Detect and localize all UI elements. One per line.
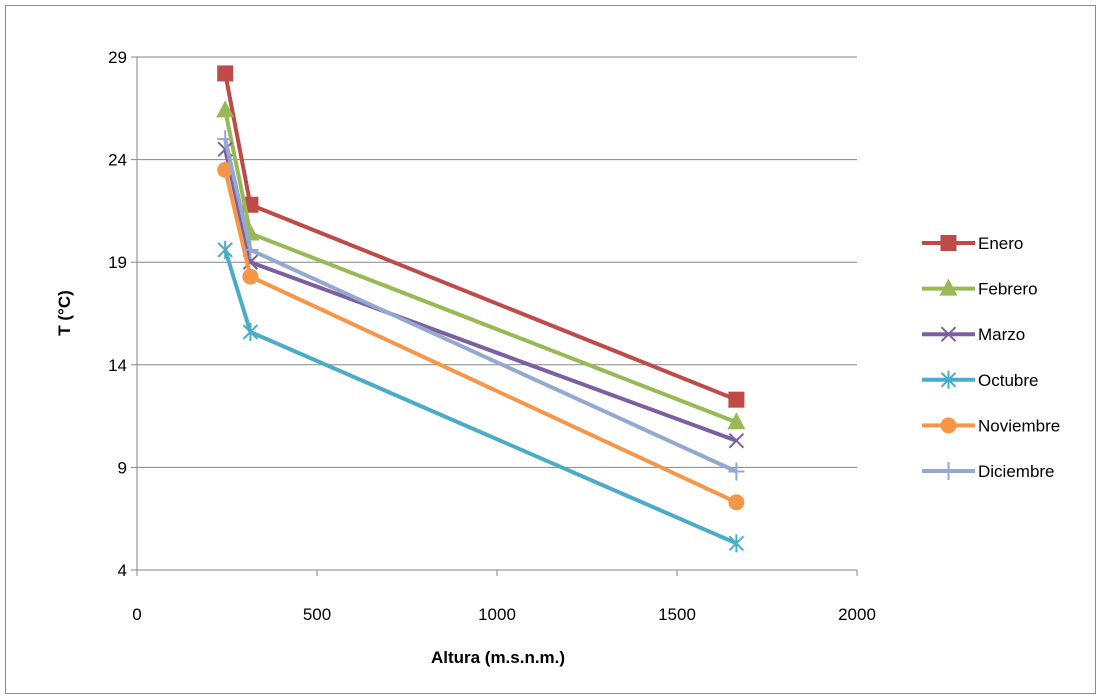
series-line	[223, 169, 738, 505]
data-point	[727, 412, 746, 430]
x-tick-label: 1500	[658, 605, 696, 624]
series-line	[223, 138, 738, 474]
axes: 4 9 14 19 24 29 0 500 1000 1500 2000	[108, 48, 876, 624]
legend-item: Diciembre	[922, 462, 1055, 481]
data-point	[728, 534, 745, 553]
legend-marker	[940, 370, 957, 389]
data-point	[217, 130, 234, 149]
series-febrero	[216, 100, 746, 430]
legend-label: Febrero	[978, 280, 1038, 299]
data-point	[242, 240, 259, 259]
legend-label: Noviembre	[978, 416, 1060, 435]
legend-item: Octubre	[922, 371, 1038, 390]
legend-label: Marzo	[978, 325, 1025, 344]
data-point	[217, 65, 234, 82]
data-point	[217, 240, 233, 259]
legend-marker	[940, 417, 957, 434]
x-tick-label: 1000	[478, 605, 516, 624]
y-tick-label: 9	[118, 458, 127, 477]
x-tick-label: 500	[303, 605, 331, 624]
y-axis-title: T (°C)	[55, 290, 74, 336]
legend-marker	[940, 326, 957, 342]
data-point	[242, 268, 259, 285]
series-noviembre	[217, 161, 745, 511]
y-tick-label: 29	[108, 48, 127, 67]
series-diciembre	[217, 130, 745, 481]
data-point	[216, 100, 235, 118]
y-tick-label: 19	[108, 253, 127, 272]
legend-marker	[939, 278, 958, 296]
x-tick-label: 0	[132, 605, 141, 624]
series-line	[223, 109, 738, 425]
legend-label: Diciembre	[978, 462, 1055, 481]
legend-item: Enero	[922, 234, 1023, 253]
data-point	[728, 391, 745, 408]
y-tick-label: 4	[118, 561, 127, 580]
legend-label: Octubre	[978, 371, 1038, 390]
data-point	[242, 322, 259, 341]
y-tick-label: 14	[108, 356, 127, 375]
x-axis-title: Altura (m.s.n.m.)	[431, 648, 565, 667]
series-line	[223, 73, 738, 402]
legend-marker	[940, 462, 957, 480]
x-tick-label: 2000	[838, 605, 876, 624]
series-lines	[216, 65, 746, 553]
data-point	[728, 433, 745, 449]
legend-item: Noviembre	[922, 416, 1060, 435]
legend-label: Enero	[978, 234, 1023, 253]
legend-item: Marzo	[922, 325, 1025, 344]
data-point	[217, 161, 234, 178]
legend-marker	[940, 235, 957, 251]
legend-item: Febrero	[922, 278, 1038, 299]
series-octubre	[217, 240, 745, 553]
series-line	[223, 249, 738, 546]
legend: Enero Febrero Marzo Octubre Noviembre Diciemb…	[922, 234, 1060, 481]
data-point	[728, 462, 745, 481]
y-tick-label: 24	[108, 151, 127, 170]
data-point	[728, 494, 745, 511]
series-marzo	[217, 141, 745, 449]
